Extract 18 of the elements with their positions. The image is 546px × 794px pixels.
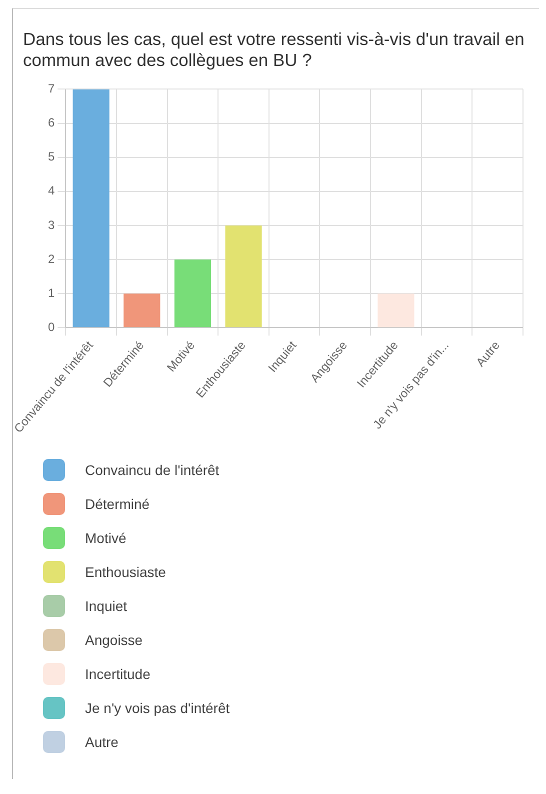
legend-label: Enthousiaste: [85, 564, 166, 580]
legend-label: Incertitude: [85, 666, 150, 682]
chart-title: Dans tous les cas, quel est votre ressenti vis-à-vis d'un travail en commun avec des collègues en BU ?: [22, 28, 526, 72]
legend-label: Convaincu de l'intérêt: [85, 462, 220, 478]
legend-label: Déterminé: [85, 496, 150, 512]
y-tick-label: 5: [48, 150, 55, 164]
y-tick-label: 6: [48, 116, 55, 130]
legend-label: Angoisse: [85, 632, 143, 648]
y-tick-label: 2: [48, 252, 55, 266]
legend-label: Autre: [85, 734, 118, 750]
y-tick-label: 3: [48, 218, 55, 232]
y-tick-label: 0: [48, 320, 55, 334]
legend-label: Motivé: [85, 530, 126, 546]
legend-label: Inquiet: [85, 598, 128, 614]
y-tick-label: 7: [48, 82, 55, 96]
y-tick-label: 1: [48, 286, 55, 300]
legend-label: Je n'y vois pas d'intérêt: [85, 700, 230, 716]
y-tick-label: 4: [48, 184, 55, 198]
